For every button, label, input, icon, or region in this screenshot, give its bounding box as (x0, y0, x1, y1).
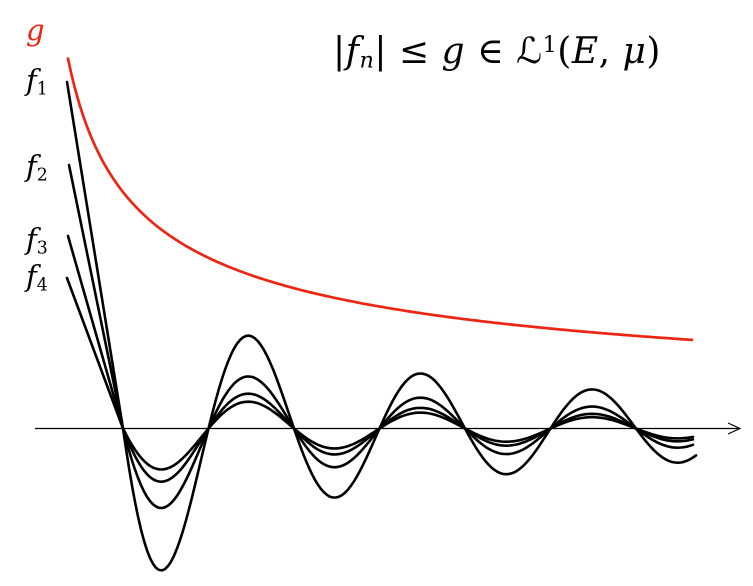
curve-label-f3-base: f (26, 222, 37, 256)
curve-f1 (65, 80, 698, 572)
formula-part: , (598, 31, 623, 72)
curve-label-f4: f4 (26, 259, 48, 295)
formula-part: ( (557, 31, 572, 72)
curve-f2 (67, 163, 695, 510)
curve-f3 (66, 234, 695, 483)
curve-label-f2-subscript: 2 (36, 165, 48, 186)
formula-part: n (359, 47, 375, 74)
curve-label-f3-subscript: 3 (36, 238, 48, 259)
curve-label-f3: f3 (26, 222, 48, 258)
formula-part: f (345, 31, 360, 72)
curve-label-g-base: g (26, 13, 45, 47)
curve-f4 (65, 276, 695, 471)
curve-label-f2-base: f (26, 149, 37, 183)
curve-label-f4-base: f (26, 259, 37, 293)
formula-part: | (333, 31, 346, 72)
curve-g (66, 57, 694, 342)
curve-label-f1-base: f (26, 63, 37, 97)
formula-part: ℒ (516, 31, 543, 72)
curve-label-f4-subscript: 4 (36, 275, 48, 296)
curve-label-f1-subscript: 1 (36, 79, 48, 100)
formula-part: g (441, 31, 466, 72)
formula-part: | ≤ (374, 31, 442, 72)
formula-part: E (571, 31, 599, 72)
formula-part: ) (646, 31, 661, 72)
formula-part: μ (622, 31, 647, 72)
formula-part: ∈ (465, 31, 517, 72)
formula-title: |fn| ≤ g ∈ ℒ1(E, μ) (333, 30, 661, 73)
curve-label-f1: f1 (26, 63, 48, 99)
curve-label-f2: f2 (26, 149, 48, 185)
x-axis-arrowhead-icon (727, 422, 742, 435)
curve-label-g: g (26, 16, 45, 45)
formula-part: 1 (542, 31, 558, 58)
